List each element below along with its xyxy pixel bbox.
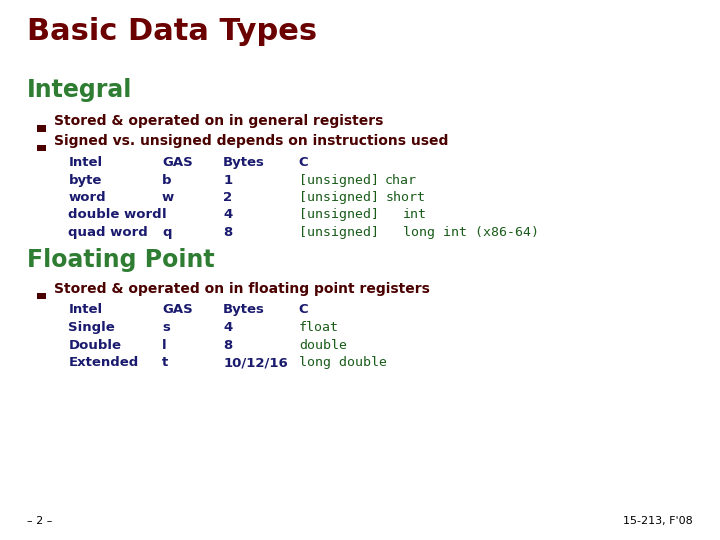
Text: quad word: quad word xyxy=(68,226,148,239)
Text: double: double xyxy=(299,339,347,352)
Text: Basic Data Types: Basic Data Types xyxy=(27,17,318,46)
Text: Bytes: Bytes xyxy=(223,303,265,316)
Text: l: l xyxy=(162,208,166,221)
Text: 8: 8 xyxy=(223,226,233,239)
Text: 4: 4 xyxy=(223,321,233,334)
Text: 10/12/16: 10/12/16 xyxy=(223,356,288,369)
Text: q: q xyxy=(162,226,171,239)
Text: 1: 1 xyxy=(223,173,233,187)
Text: s: s xyxy=(162,321,170,334)
Text: l: l xyxy=(162,339,166,352)
Text: 8: 8 xyxy=(223,339,233,352)
Text: byte: byte xyxy=(68,173,102,187)
Text: long double: long double xyxy=(299,356,387,369)
Text: Extended: Extended xyxy=(68,356,139,369)
Text: C: C xyxy=(299,303,308,316)
Text: long int (x86-64): long int (x86-64) xyxy=(403,226,539,239)
Text: double word: double word xyxy=(68,208,162,221)
Text: [unsigned]: [unsigned] xyxy=(299,191,379,204)
Text: Double: Double xyxy=(68,339,122,352)
Text: b: b xyxy=(162,173,171,187)
Bar xyxy=(37,125,46,132)
Text: Integral: Integral xyxy=(27,78,132,102)
Text: short: short xyxy=(385,191,426,204)
Text: Signed vs. unsigned depends on instructions used: Signed vs. unsigned depends on instructi… xyxy=(54,134,449,148)
Bar xyxy=(37,293,46,299)
Text: GAS: GAS xyxy=(162,156,193,169)
Bar xyxy=(37,145,46,151)
Text: 2: 2 xyxy=(223,191,233,204)
Text: – 2 –: – 2 – xyxy=(27,516,53,526)
Text: [unsigned]: [unsigned] xyxy=(299,173,379,187)
Text: Bytes: Bytes xyxy=(223,156,265,169)
Text: Intel: Intel xyxy=(68,156,102,169)
Text: C: C xyxy=(299,156,308,169)
Text: Single: Single xyxy=(68,321,115,334)
Text: w: w xyxy=(162,191,174,204)
Text: float: float xyxy=(299,321,339,334)
Text: Floating Point: Floating Point xyxy=(27,248,215,272)
Text: char: char xyxy=(385,173,417,187)
Text: int: int xyxy=(403,208,427,221)
Text: 4: 4 xyxy=(223,208,233,221)
Text: Stored & operated on in floating point registers: Stored & operated on in floating point r… xyxy=(54,282,430,296)
Text: Stored & operated on in general registers: Stored & operated on in general register… xyxy=(54,114,383,129)
Text: [unsigned]: [unsigned] xyxy=(299,208,379,221)
Text: 15-213, F'08: 15-213, F'08 xyxy=(623,516,693,526)
Text: word: word xyxy=(68,191,106,204)
Text: t: t xyxy=(162,356,168,369)
Text: Intel: Intel xyxy=(68,303,102,316)
Text: [unsigned]: [unsigned] xyxy=(299,226,379,239)
Text: GAS: GAS xyxy=(162,303,193,316)
